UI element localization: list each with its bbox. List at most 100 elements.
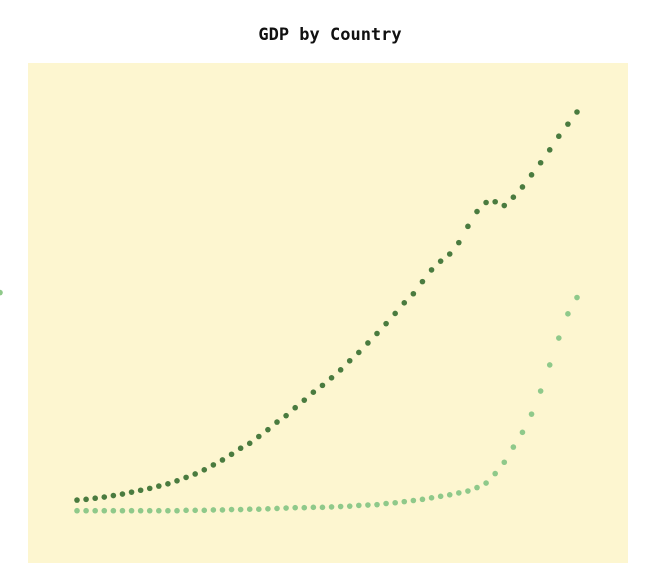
data-point xyxy=(346,503,353,509)
data-point xyxy=(546,147,553,153)
data-point xyxy=(574,109,580,115)
data-point xyxy=(474,208,480,215)
data-point xyxy=(246,440,253,447)
data-point xyxy=(328,375,335,381)
data-point xyxy=(437,258,444,264)
data-point xyxy=(537,388,544,394)
data-point xyxy=(110,507,117,514)
data-point xyxy=(74,497,80,503)
data-point xyxy=(465,223,471,230)
data-point xyxy=(219,507,226,513)
data-point xyxy=(319,504,326,511)
data-point xyxy=(92,507,98,514)
data-point xyxy=(165,507,171,514)
data-point xyxy=(256,506,262,512)
data-point xyxy=(156,507,162,514)
data-point xyxy=(301,504,308,511)
data-point xyxy=(101,494,108,500)
data-point xyxy=(419,278,426,285)
data-point xyxy=(265,426,271,433)
data-point xyxy=(92,495,98,502)
data-point xyxy=(456,490,462,496)
data-point xyxy=(210,462,217,468)
data-point xyxy=(83,507,89,514)
data-point xyxy=(274,505,280,512)
data-point xyxy=(437,493,444,500)
data-point xyxy=(319,382,326,389)
data-point xyxy=(474,484,480,491)
data-point xyxy=(528,411,535,417)
data-point xyxy=(192,471,198,477)
data-point xyxy=(528,172,535,178)
data-point xyxy=(374,330,380,337)
data-point xyxy=(246,506,253,512)
data-point xyxy=(146,507,153,514)
data-point xyxy=(519,184,526,190)
data-point xyxy=(228,506,235,513)
data-point xyxy=(392,499,398,506)
data-point xyxy=(565,121,571,127)
data-point xyxy=(146,485,153,492)
chart-title: GDP by Country xyxy=(258,25,402,45)
data-point xyxy=(183,507,189,514)
data-point xyxy=(492,198,498,205)
data-point xyxy=(428,495,435,501)
data-point xyxy=(519,429,526,436)
data-point xyxy=(174,507,180,514)
data-point xyxy=(110,492,117,499)
data-point xyxy=(210,507,217,513)
data-point xyxy=(192,507,198,514)
data-point xyxy=(383,500,389,507)
data-point xyxy=(310,389,317,395)
data-point xyxy=(410,290,417,297)
data-point xyxy=(156,483,162,489)
data-point xyxy=(546,362,553,368)
data-point xyxy=(183,474,189,481)
data-point xyxy=(510,194,517,200)
data-point xyxy=(101,507,108,514)
data-point xyxy=(228,451,235,458)
data-point xyxy=(301,397,308,403)
data-point xyxy=(0,289,3,296)
data-point xyxy=(483,199,489,206)
data-point xyxy=(83,496,89,503)
data-point xyxy=(401,300,408,306)
data-point xyxy=(401,498,408,505)
data-point xyxy=(128,507,135,514)
data-point xyxy=(492,470,498,477)
data-point xyxy=(128,489,135,495)
data-point xyxy=(483,480,489,486)
data-point xyxy=(456,239,462,246)
data-point xyxy=(574,294,580,301)
data-point xyxy=(346,357,353,364)
data-point xyxy=(174,478,180,484)
data-point xyxy=(410,497,417,504)
data-point xyxy=(501,459,508,466)
data-point xyxy=(256,433,262,440)
data-point xyxy=(237,506,244,513)
data-point xyxy=(283,505,289,511)
data-point xyxy=(74,507,80,514)
data-point xyxy=(383,320,389,327)
data-point xyxy=(137,507,144,514)
data-point xyxy=(510,444,517,450)
data-point xyxy=(201,467,208,473)
data-point xyxy=(328,504,335,510)
data-point xyxy=(537,159,544,166)
data-point xyxy=(365,502,371,508)
data-point xyxy=(283,412,289,419)
data-point xyxy=(465,488,471,494)
data-point xyxy=(392,310,398,317)
data-point xyxy=(556,133,562,140)
series-1 xyxy=(74,109,580,503)
data-point xyxy=(119,507,126,514)
data-point xyxy=(292,404,298,411)
series-2 xyxy=(0,289,580,514)
data-point xyxy=(565,311,571,317)
data-point xyxy=(356,349,362,356)
data-point xyxy=(137,487,144,494)
data-point xyxy=(365,340,371,346)
data-point xyxy=(310,504,317,511)
data-point xyxy=(219,457,226,463)
series-layer xyxy=(0,109,580,514)
